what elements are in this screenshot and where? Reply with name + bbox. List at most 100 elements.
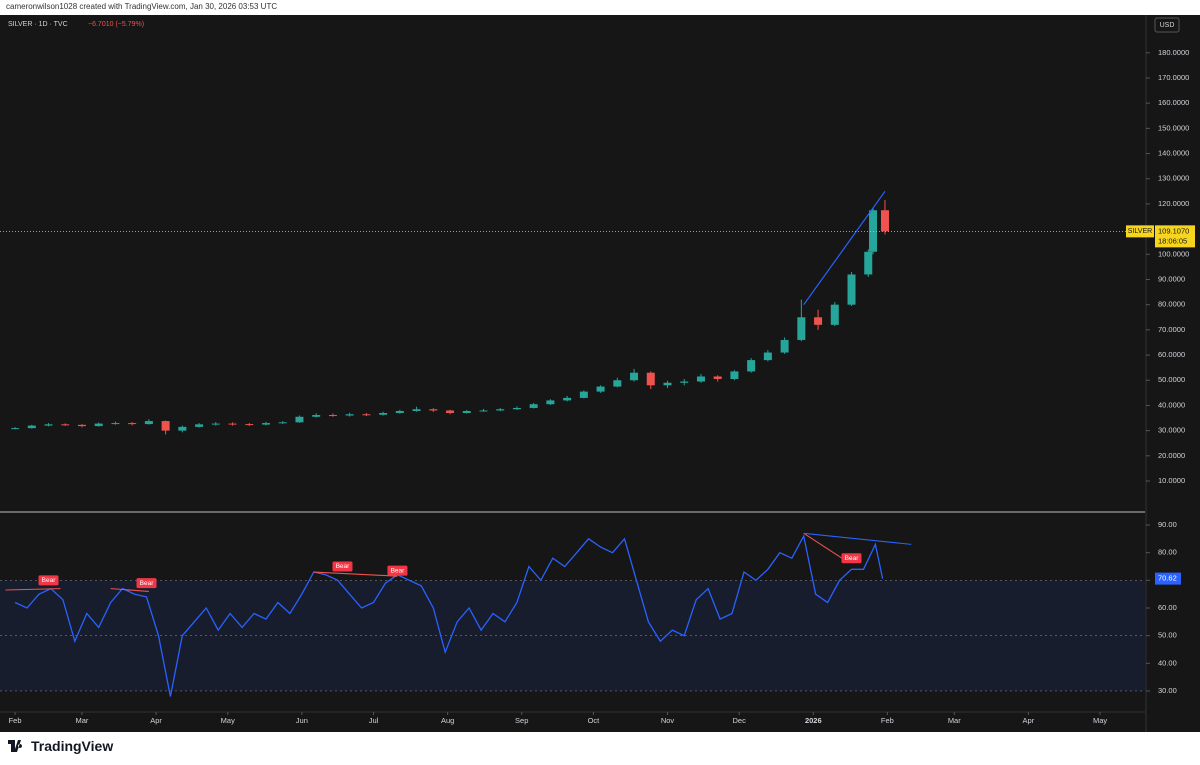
y-tick-label: 180.0000 xyxy=(1158,48,1189,57)
y-tick-label: 150.0000 xyxy=(1158,123,1189,132)
candle-body xyxy=(77,424,86,427)
price-tag xyxy=(1155,225,1195,248)
y-tick-label: 80.00 xyxy=(1158,548,1177,557)
rsi-line xyxy=(14,534,884,697)
x-tick-label: Nov xyxy=(661,716,675,725)
candle-body xyxy=(462,410,471,414)
brand-logo xyxy=(8,740,23,752)
y-tick-label: 90.00 xyxy=(1158,520,1177,529)
y-tick-label: 120.0000 xyxy=(1158,199,1189,208)
y-tick-label: 60.00 xyxy=(1158,603,1177,612)
bear-label: Bear xyxy=(845,555,860,562)
candle-body xyxy=(228,423,237,425)
y-tick-label: 50.00 xyxy=(1158,631,1177,640)
candle-body xyxy=(864,251,873,275)
y-tick-label: 50.0000 xyxy=(1158,375,1185,384)
y-tick-label: 40.0000 xyxy=(1158,400,1185,409)
y-tick-label: 70.0000 xyxy=(1158,325,1185,334)
x-tick-label: May xyxy=(1093,716,1107,725)
divergence-line xyxy=(313,571,398,577)
footer-brand: TradingView xyxy=(8,738,113,754)
candle-body xyxy=(496,409,505,411)
rsi-value-tag xyxy=(1155,572,1181,585)
currency-box xyxy=(1154,17,1180,33)
y-tick-label: 160.0000 xyxy=(1158,98,1189,107)
y-tick-label: 20.0000 xyxy=(1158,451,1185,460)
countdown-label: 18:06:05 xyxy=(1158,236,1187,245)
x-tick-label: Feb xyxy=(881,716,894,725)
candle-body xyxy=(27,425,36,429)
bear-label-box xyxy=(332,561,353,572)
y-tick-label: 40.00 xyxy=(1158,658,1177,667)
candle-body xyxy=(780,339,789,353)
x-tick-label: Jul xyxy=(369,716,379,725)
brand-text: TradingView xyxy=(31,738,114,754)
bear-label: Bear xyxy=(391,567,406,574)
candle-body xyxy=(613,380,622,387)
candle-body xyxy=(195,424,204,427)
x-tick-label: Oct xyxy=(588,716,601,725)
x-tick-label: Mar xyxy=(76,716,89,725)
candle-body xyxy=(161,421,170,431)
candle-body xyxy=(747,360,756,372)
x-tick-label: May xyxy=(221,716,235,725)
candle-body xyxy=(245,424,254,426)
candle-body xyxy=(763,352,772,361)
candle-body xyxy=(579,391,588,398)
bear-label: Bear xyxy=(140,580,155,587)
candle-body xyxy=(512,407,521,410)
header-text: cameronwilson1028 created with TradingVi… xyxy=(6,2,278,11)
x-tick-label: Apr xyxy=(1023,716,1035,725)
y-tick-label: 100.0000 xyxy=(1158,249,1189,258)
candle-body xyxy=(128,423,137,425)
x-tick-label: Feb xyxy=(9,716,22,725)
candle-body xyxy=(412,409,421,411)
candle-body xyxy=(663,382,672,386)
x-tick-label: Aug xyxy=(441,716,454,725)
candle-body xyxy=(814,317,823,325)
candle-body xyxy=(847,274,856,305)
x-tick-label: Apr xyxy=(150,716,162,725)
background xyxy=(0,15,1200,732)
y-tick-label: 30.0000 xyxy=(1158,426,1185,435)
x-tick-label: Dec xyxy=(733,716,747,725)
symbol-tag-label: SILVER xyxy=(1128,228,1152,235)
bear-label-box xyxy=(841,553,862,564)
x-tick-label: Sep xyxy=(515,716,528,725)
candle-body xyxy=(713,376,722,379)
trendline xyxy=(803,190,886,306)
candle-body xyxy=(596,386,605,392)
candle-body xyxy=(395,410,404,414)
divergence-line xyxy=(110,588,149,592)
candle-body xyxy=(44,424,53,426)
y-tick-label: 10.0000 xyxy=(1158,476,1185,485)
candle-body xyxy=(446,410,455,414)
candle-body xyxy=(178,426,187,431)
candle-body xyxy=(94,423,103,427)
candle-body xyxy=(295,416,304,423)
y-tick-label: 170.0000 xyxy=(1158,73,1189,82)
x-tick-label: 2026 xyxy=(805,716,822,725)
legend-change: −6.7010 (−5.79%) xyxy=(88,21,144,28)
candle-body xyxy=(479,410,488,412)
candle-body xyxy=(880,210,889,232)
candle-body xyxy=(429,409,438,411)
currency-label: USD xyxy=(1160,22,1175,29)
y-tick-label: 130.0000 xyxy=(1158,174,1189,183)
candle-body xyxy=(563,397,572,401)
candle-body xyxy=(630,372,639,381)
y-tick-label: 80.0000 xyxy=(1158,300,1185,309)
divergence-line xyxy=(803,532,843,559)
candle-body xyxy=(797,317,806,340)
candle-body xyxy=(278,422,287,424)
x-tick-label: Jun xyxy=(296,716,308,725)
candle-body xyxy=(696,376,705,382)
bear-label-box xyxy=(38,575,59,586)
candle-body xyxy=(730,371,739,379)
bear-label-box xyxy=(387,565,408,576)
bear-label-box xyxy=(136,578,157,589)
x-tick-label: Mar xyxy=(948,716,961,725)
candle-body xyxy=(211,423,220,425)
y-tick-label: 90.0000 xyxy=(1158,274,1185,283)
